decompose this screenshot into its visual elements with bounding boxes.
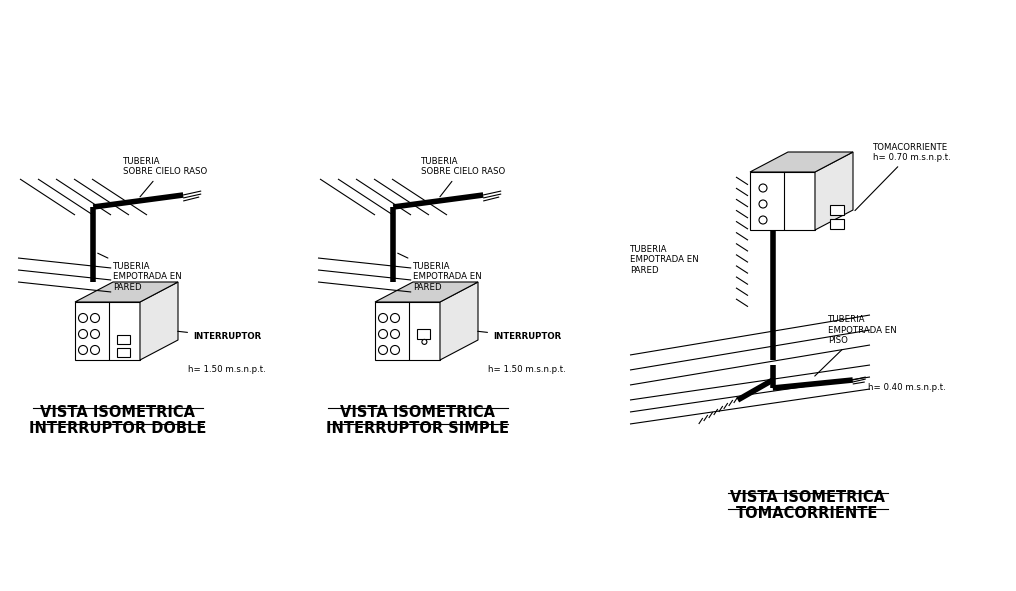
Text: INTERRUPTOR: INTERRUPTOR bbox=[178, 332, 261, 341]
Polygon shape bbox=[140, 282, 178, 360]
Circle shape bbox=[78, 346, 87, 355]
Circle shape bbox=[90, 346, 100, 355]
Polygon shape bbox=[375, 282, 478, 302]
Text: h= 0.40 m.s.n.p.t.: h= 0.40 m.s.n.p.t. bbox=[868, 384, 946, 392]
Text: TUBERIA
EMPOTRADA EN
PARED: TUBERIA EMPOTRADA EN PARED bbox=[98, 253, 182, 292]
Circle shape bbox=[759, 200, 767, 208]
Circle shape bbox=[759, 184, 767, 192]
Bar bbox=[118, 335, 130, 344]
Polygon shape bbox=[75, 302, 140, 360]
Circle shape bbox=[78, 330, 87, 339]
Bar bbox=[830, 206, 844, 216]
Circle shape bbox=[379, 330, 387, 339]
Circle shape bbox=[390, 330, 399, 339]
Bar bbox=[118, 348, 130, 357]
Circle shape bbox=[78, 313, 87, 323]
Text: VISTA ISOMETRICA: VISTA ISOMETRICA bbox=[731, 490, 885, 505]
Text: TOMACORRIENTE
h= 0.70 m.s.n.p.t.: TOMACORRIENTE h= 0.70 m.s.n.p.t. bbox=[854, 142, 951, 210]
Circle shape bbox=[390, 346, 399, 355]
Text: INTERRUPTOR: INTERRUPTOR bbox=[478, 332, 561, 341]
Text: INTERRUPTOR SIMPLE: INTERRUPTOR SIMPLE bbox=[326, 421, 509, 436]
Polygon shape bbox=[75, 282, 178, 302]
Bar bbox=[418, 329, 431, 339]
Circle shape bbox=[90, 330, 100, 339]
Polygon shape bbox=[750, 152, 853, 172]
Text: TUBERIA
SOBRE CIELO RASO: TUBERIA SOBRE CIELO RASO bbox=[123, 157, 207, 197]
Text: TUBERIA
SOBRE CIELO RASO: TUBERIA SOBRE CIELO RASO bbox=[422, 157, 505, 197]
Bar bbox=[830, 219, 844, 229]
Polygon shape bbox=[815, 152, 853, 230]
Text: TUBERIA
EMPOTRADA EN
PISO: TUBERIA EMPOTRADA EN PISO bbox=[815, 315, 896, 376]
Circle shape bbox=[90, 313, 100, 323]
Polygon shape bbox=[375, 302, 440, 360]
Text: VISTA ISOMETRICA: VISTA ISOMETRICA bbox=[340, 405, 495, 420]
Circle shape bbox=[422, 339, 427, 345]
Polygon shape bbox=[440, 282, 478, 360]
Circle shape bbox=[379, 313, 387, 323]
Circle shape bbox=[379, 346, 387, 355]
Text: TUBERIA
EMPOTRADA EN
PARED: TUBERIA EMPOTRADA EN PARED bbox=[397, 253, 482, 292]
Text: VISTA ISOMETRICA: VISTA ISOMETRICA bbox=[40, 405, 195, 420]
Polygon shape bbox=[750, 172, 815, 230]
Text: TUBERIA
EMPOTRADA EN
PARED: TUBERIA EMPOTRADA EN PARED bbox=[630, 245, 699, 275]
Text: h= 1.50 m.s.n.p.t.: h= 1.50 m.s.n.p.t. bbox=[488, 365, 566, 374]
Text: TOMACORRIENTE: TOMACORRIENTE bbox=[737, 506, 879, 521]
Circle shape bbox=[759, 216, 767, 224]
Text: h= 1.50 m.s.n.p.t.: h= 1.50 m.s.n.p.t. bbox=[188, 365, 266, 374]
Text: INTERRUPTOR DOBLE: INTERRUPTOR DOBLE bbox=[28, 421, 206, 436]
Circle shape bbox=[390, 313, 399, 323]
